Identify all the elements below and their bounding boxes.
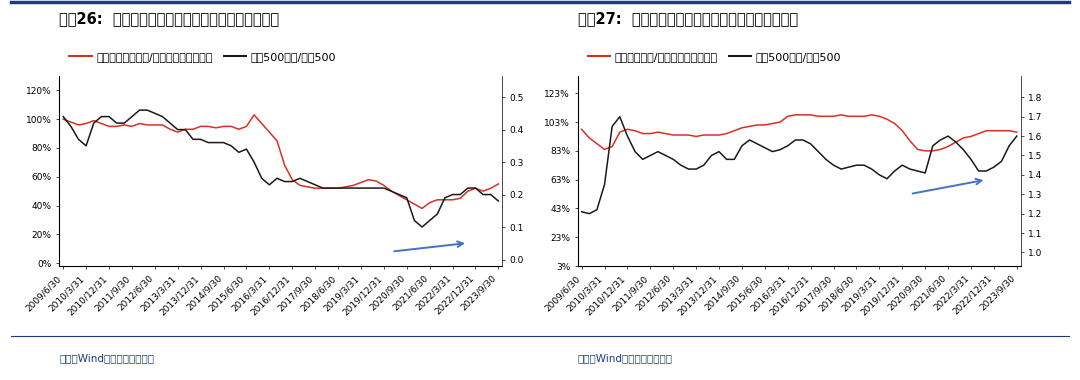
Text: 图蚈27:  美股工业行业资本开支走势与股价相对表现: 图蚈27: 美股工业行业资本开支走势与股价相对表现 (578, 11, 798, 26)
Legend: 资本开支趋势/全美股资本开支趋势, 标普500工业/标普500: 资本开支趋势/全美股资本开支趋势, 标普500工业/标普500 (583, 48, 846, 66)
Text: 来源：Wind、国金证券研究所: 来源：Wind、国金证券研究所 (578, 353, 673, 363)
Text: 来源：Wind、国金证券研究所: 来源：Wind、国金证券研究所 (59, 353, 154, 363)
Legend: 行业资本开支趋势/全美股资本开支趋势, 标普500能源/标普500: 行业资本开支趋势/全美股资本开支趋势, 标普500能源/标普500 (65, 48, 340, 66)
Text: 图蚈26:  美股能源行业资本开支走势与股价相对表现: 图蚈26: 美股能源行业资本开支走势与股价相对表现 (59, 11, 280, 26)
